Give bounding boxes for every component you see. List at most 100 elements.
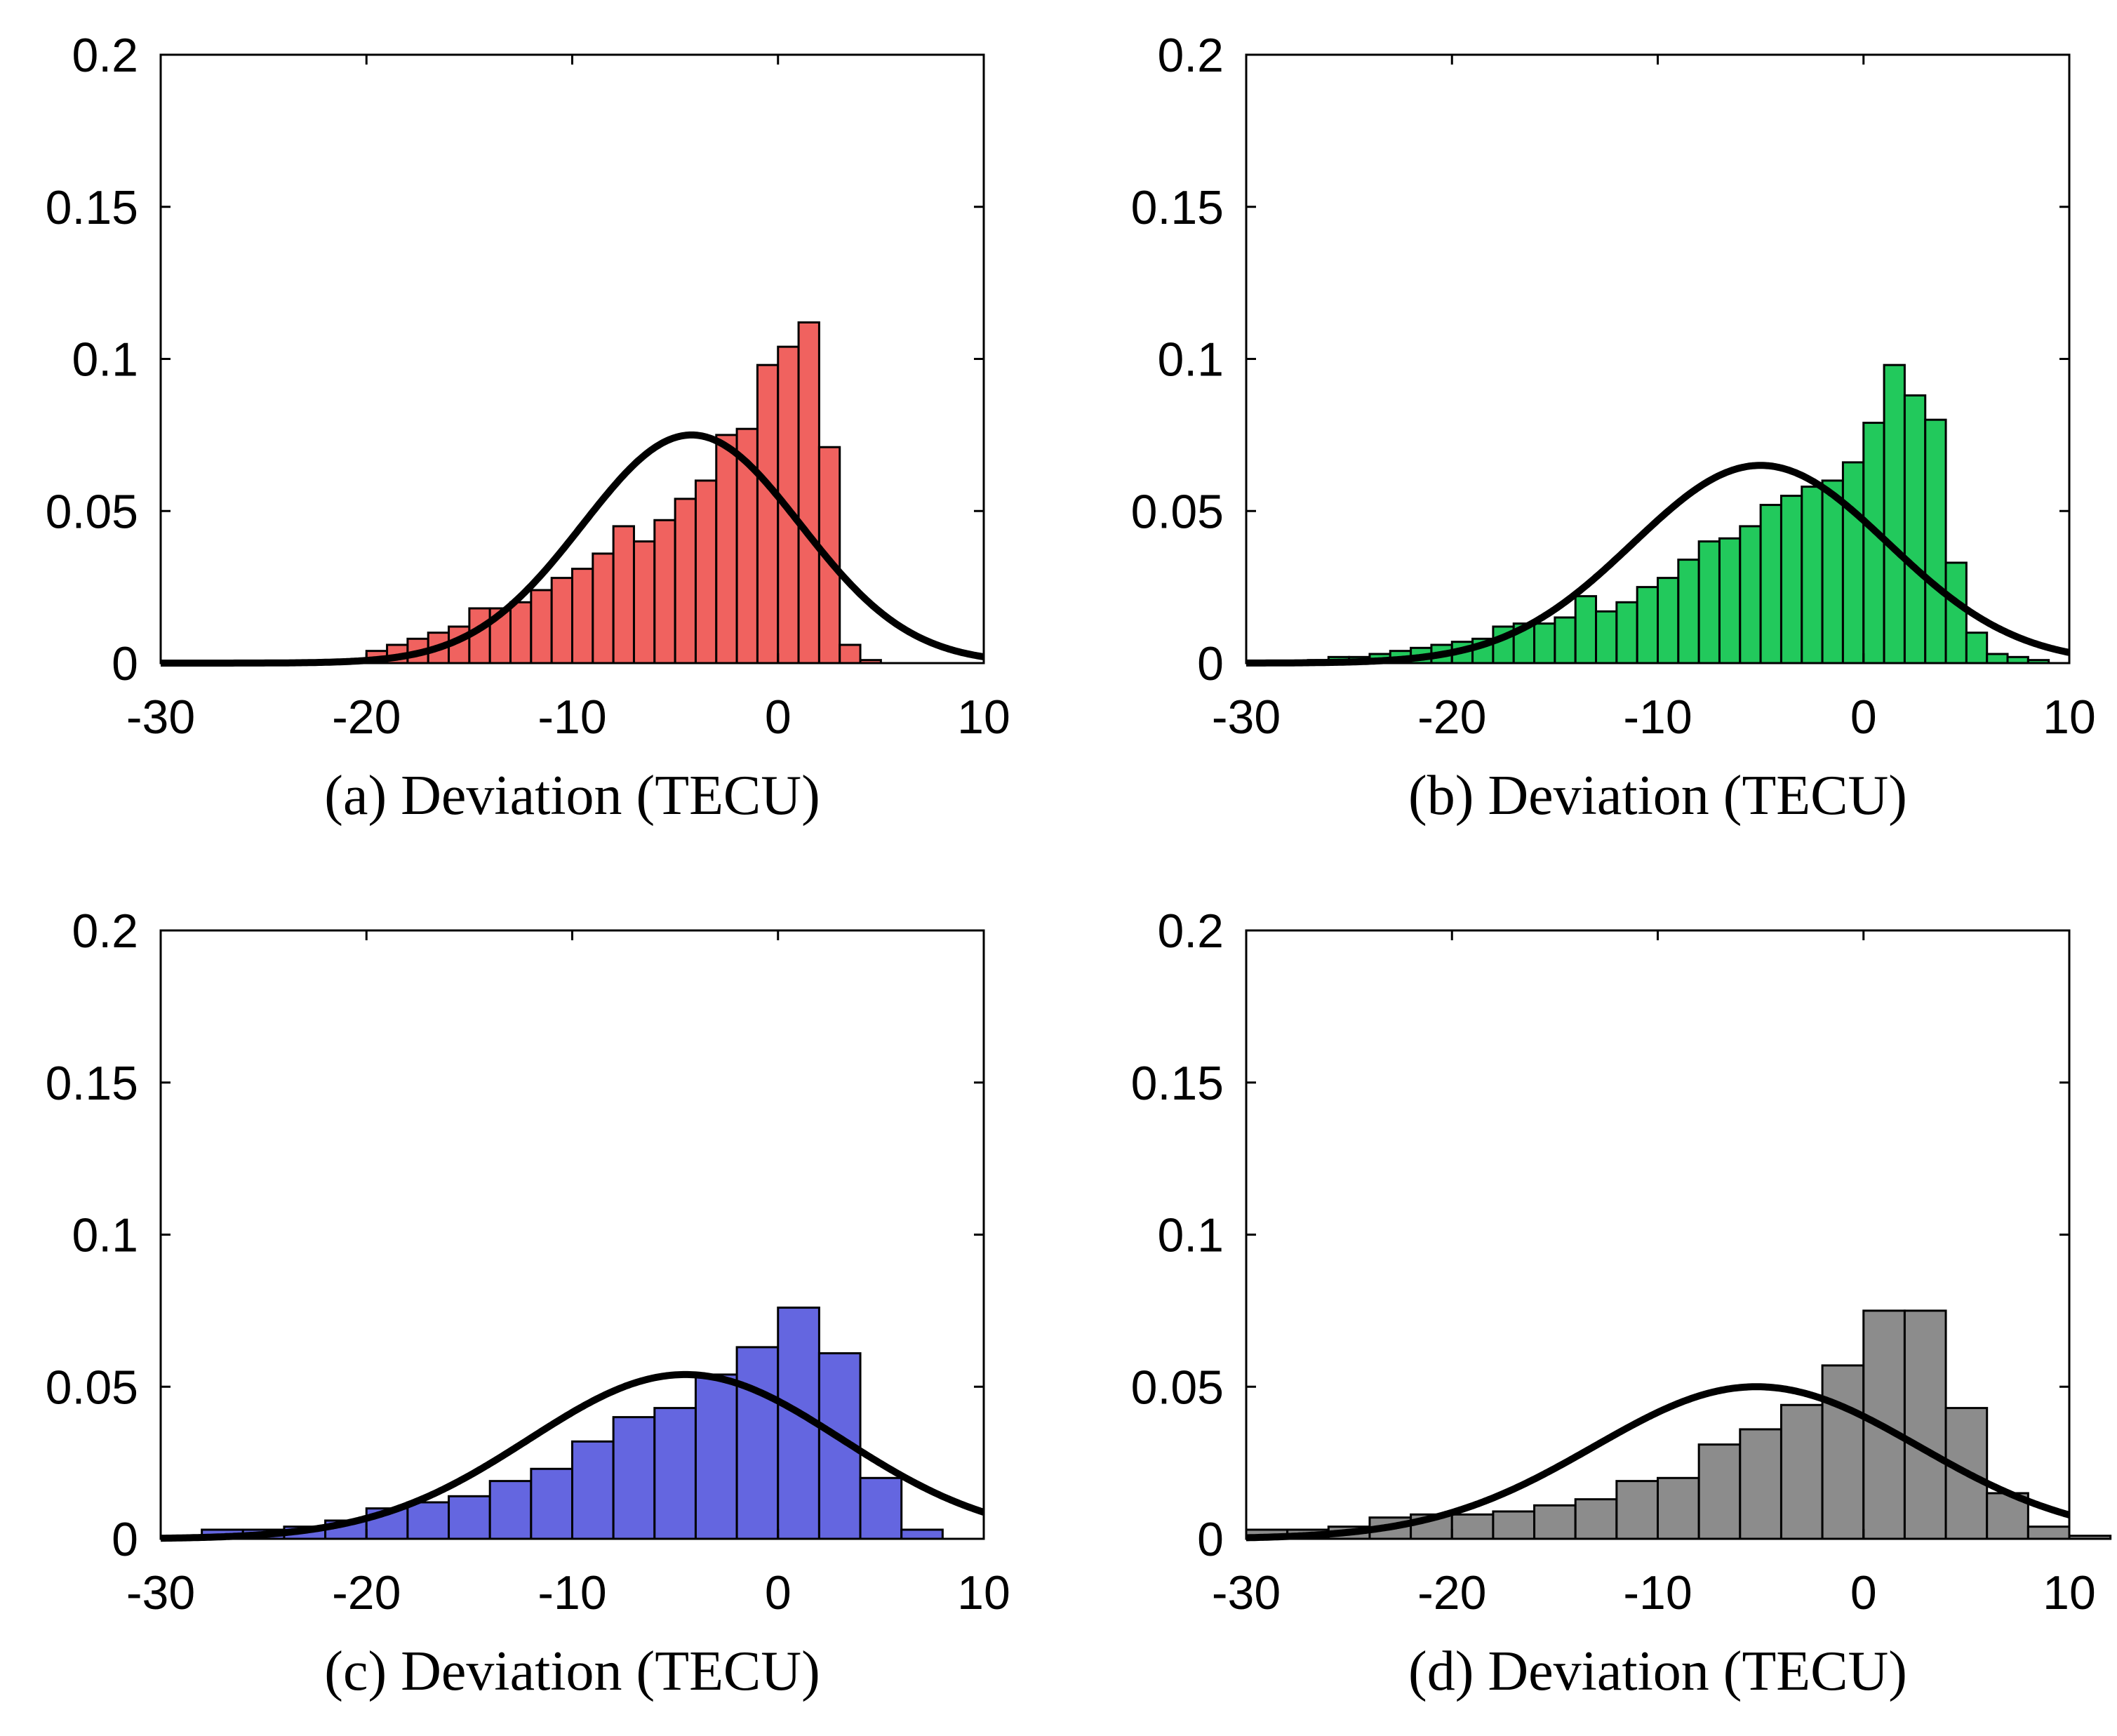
histogram-bar <box>1903 394 1927 665</box>
x-tick-label: -30 <box>126 690 195 744</box>
y-tick-label: 0 <box>112 637 138 690</box>
histogram-bar <box>859 659 882 665</box>
histogram-bar <box>1595 610 1618 665</box>
chart-panel-a: -30 -20 -10 0 10 0 0.05 0.1 0.15 0.2 (a) Deviation… <box>46 29 1010 827</box>
y-tick-label: 0.15 <box>46 181 138 234</box>
histogram-bar <box>1883 363 1906 665</box>
x-tick-label: -20 <box>1417 1566 1486 1620</box>
histogram-bar <box>612 1416 656 1540</box>
histogram-bar <box>488 1480 533 1540</box>
x-tick-label: -10 <box>537 1566 606 1620</box>
x-tick-label: 10 <box>2043 690 2096 744</box>
y-tick-label: 0.1 <box>72 1209 138 1262</box>
x-tick-label: -30 <box>1212 690 1281 744</box>
histogram-bar <box>592 552 615 665</box>
x-axis-label: (a) Deviation (TECU) <box>324 765 820 827</box>
histogram-bar <box>1574 1498 1618 1540</box>
chart-panel-b: -30 -20 -10 0 10 0 0.05 0.1 0.15 0.2 (b) Deviation… <box>1131 29 2096 827</box>
histogram-bar <box>1697 1443 1742 1540</box>
x-tick-label: 0 <box>1850 690 1877 744</box>
histogram-bar <box>674 498 697 665</box>
histogram-bar <box>1801 486 1824 665</box>
histogram-bar <box>1615 601 1638 665</box>
x-tick-label: 10 <box>957 690 1010 744</box>
histogram-bar <box>2006 655 2029 665</box>
chart-panel-c: -30 -20 -10 0 10 0 0.05 0.1 0.15 0.2 (c) Deviation… <box>46 904 1010 1702</box>
histogram-bar <box>653 519 676 665</box>
histogram-bar <box>735 1346 780 1540</box>
histogram-bar <box>530 589 553 665</box>
histogram-bar <box>1821 479 1844 665</box>
normal-fit-curve <box>1244 1383 2071 1542</box>
histogram-bar <box>653 1407 697 1540</box>
histogram-bar <box>1779 495 1803 665</box>
y-tick-label: 0.2 <box>72 904 138 958</box>
x-tick-label: -20 <box>1417 690 1486 744</box>
histogram-bar <box>2026 659 2050 665</box>
x-tick-label: -10 <box>1623 1566 1692 1620</box>
histogram-bar <box>2026 1525 2071 1540</box>
histogram-bar <box>1657 577 1680 665</box>
histogram-bar <box>859 1476 903 1540</box>
x-tick-label: -30 <box>1212 1566 1281 1620</box>
chart-panel-d: -30 -20 -10 0 10 0 0.05 0.1 0.15 0.2 (d) Deviation… <box>1131 904 2112 1702</box>
x-tick-label: 10 <box>2043 1566 2096 1620</box>
histogram-bar <box>1779 1403 1824 1540</box>
histogram-bar <box>406 1501 450 1540</box>
histogram-bar <box>448 1495 491 1540</box>
histogram-bar <box>571 568 594 665</box>
normal-fit-curve <box>159 431 986 667</box>
y-tick-label: 0.1 <box>1157 1209 1224 1262</box>
x-tick-label: 10 <box>957 1566 1010 1620</box>
histogram-bar <box>632 540 656 665</box>
normal-fit-curve <box>159 1370 986 1542</box>
histogram-bar <box>550 577 573 665</box>
x-axis-label: (b) Deviation (TECU) <box>1408 765 1907 827</box>
y-tick-label: 0.2 <box>1157 904 1224 958</box>
histogram-bar <box>1657 1476 1700 1540</box>
histogram-bar <box>571 1440 615 1540</box>
histogram-bar <box>1718 537 1742 665</box>
x-tick-label: 0 <box>765 690 792 744</box>
x-tick-label: 0 <box>1850 1566 1877 1620</box>
histogram-bar <box>1965 632 1989 665</box>
y-tick-label: 0.05 <box>1131 1361 1224 1414</box>
x-tick-label: 0 <box>765 1566 792 1620</box>
x-tick-label: -30 <box>126 1566 195 1620</box>
histogram-bar <box>1677 559 1700 665</box>
histogram-bar <box>1574 595 1598 665</box>
histogram-bar <box>777 1307 820 1540</box>
histogram-bar <box>1533 622 1556 665</box>
y-tick-label: 0 <box>1197 1513 1224 1566</box>
histogram-bar <box>900 1528 944 1540</box>
x-axis-label: (c) Deviation (TECU) <box>324 1641 820 1702</box>
histogram-bar <box>1986 653 2009 665</box>
histogram-bar <box>797 321 820 665</box>
histogram-bar <box>1821 1364 1865 1540</box>
normal-fit-curve <box>1244 462 2071 667</box>
y-tick-label: 0.15 <box>1131 181 1224 234</box>
histogram-bar <box>1841 461 1865 665</box>
x-tick-label: -20 <box>332 690 401 744</box>
y-tick-label: 0 <box>1197 637 1224 690</box>
x-tick-label: -10 <box>537 690 606 744</box>
histogram-bar <box>715 434 738 665</box>
histogram-bar <box>1615 1480 1659 1540</box>
y-tick-label: 0.1 <box>72 333 138 387</box>
histogram-bar <box>1533 1504 1577 1540</box>
histogram-bar <box>1739 1428 1782 1540</box>
histogram-bar <box>1903 1309 1947 1540</box>
histogram-bar <box>1862 422 1885 665</box>
y-tick-label: 0 <box>112 1513 138 1566</box>
y-tick-label: 0.05 <box>46 485 138 538</box>
y-tick-label: 0.15 <box>46 1057 138 1110</box>
histogram-bar <box>694 1373 738 1540</box>
histogram-bar <box>509 601 533 665</box>
y-tick-label: 0.05 <box>46 1361 138 1414</box>
histogram-bar <box>1759 504 1782 665</box>
histogram-bar <box>694 479 718 665</box>
histogram-bar <box>1739 525 1762 665</box>
histogram-bar <box>1924 418 1947 665</box>
histogram-bar <box>1450 1513 1495 1540</box>
